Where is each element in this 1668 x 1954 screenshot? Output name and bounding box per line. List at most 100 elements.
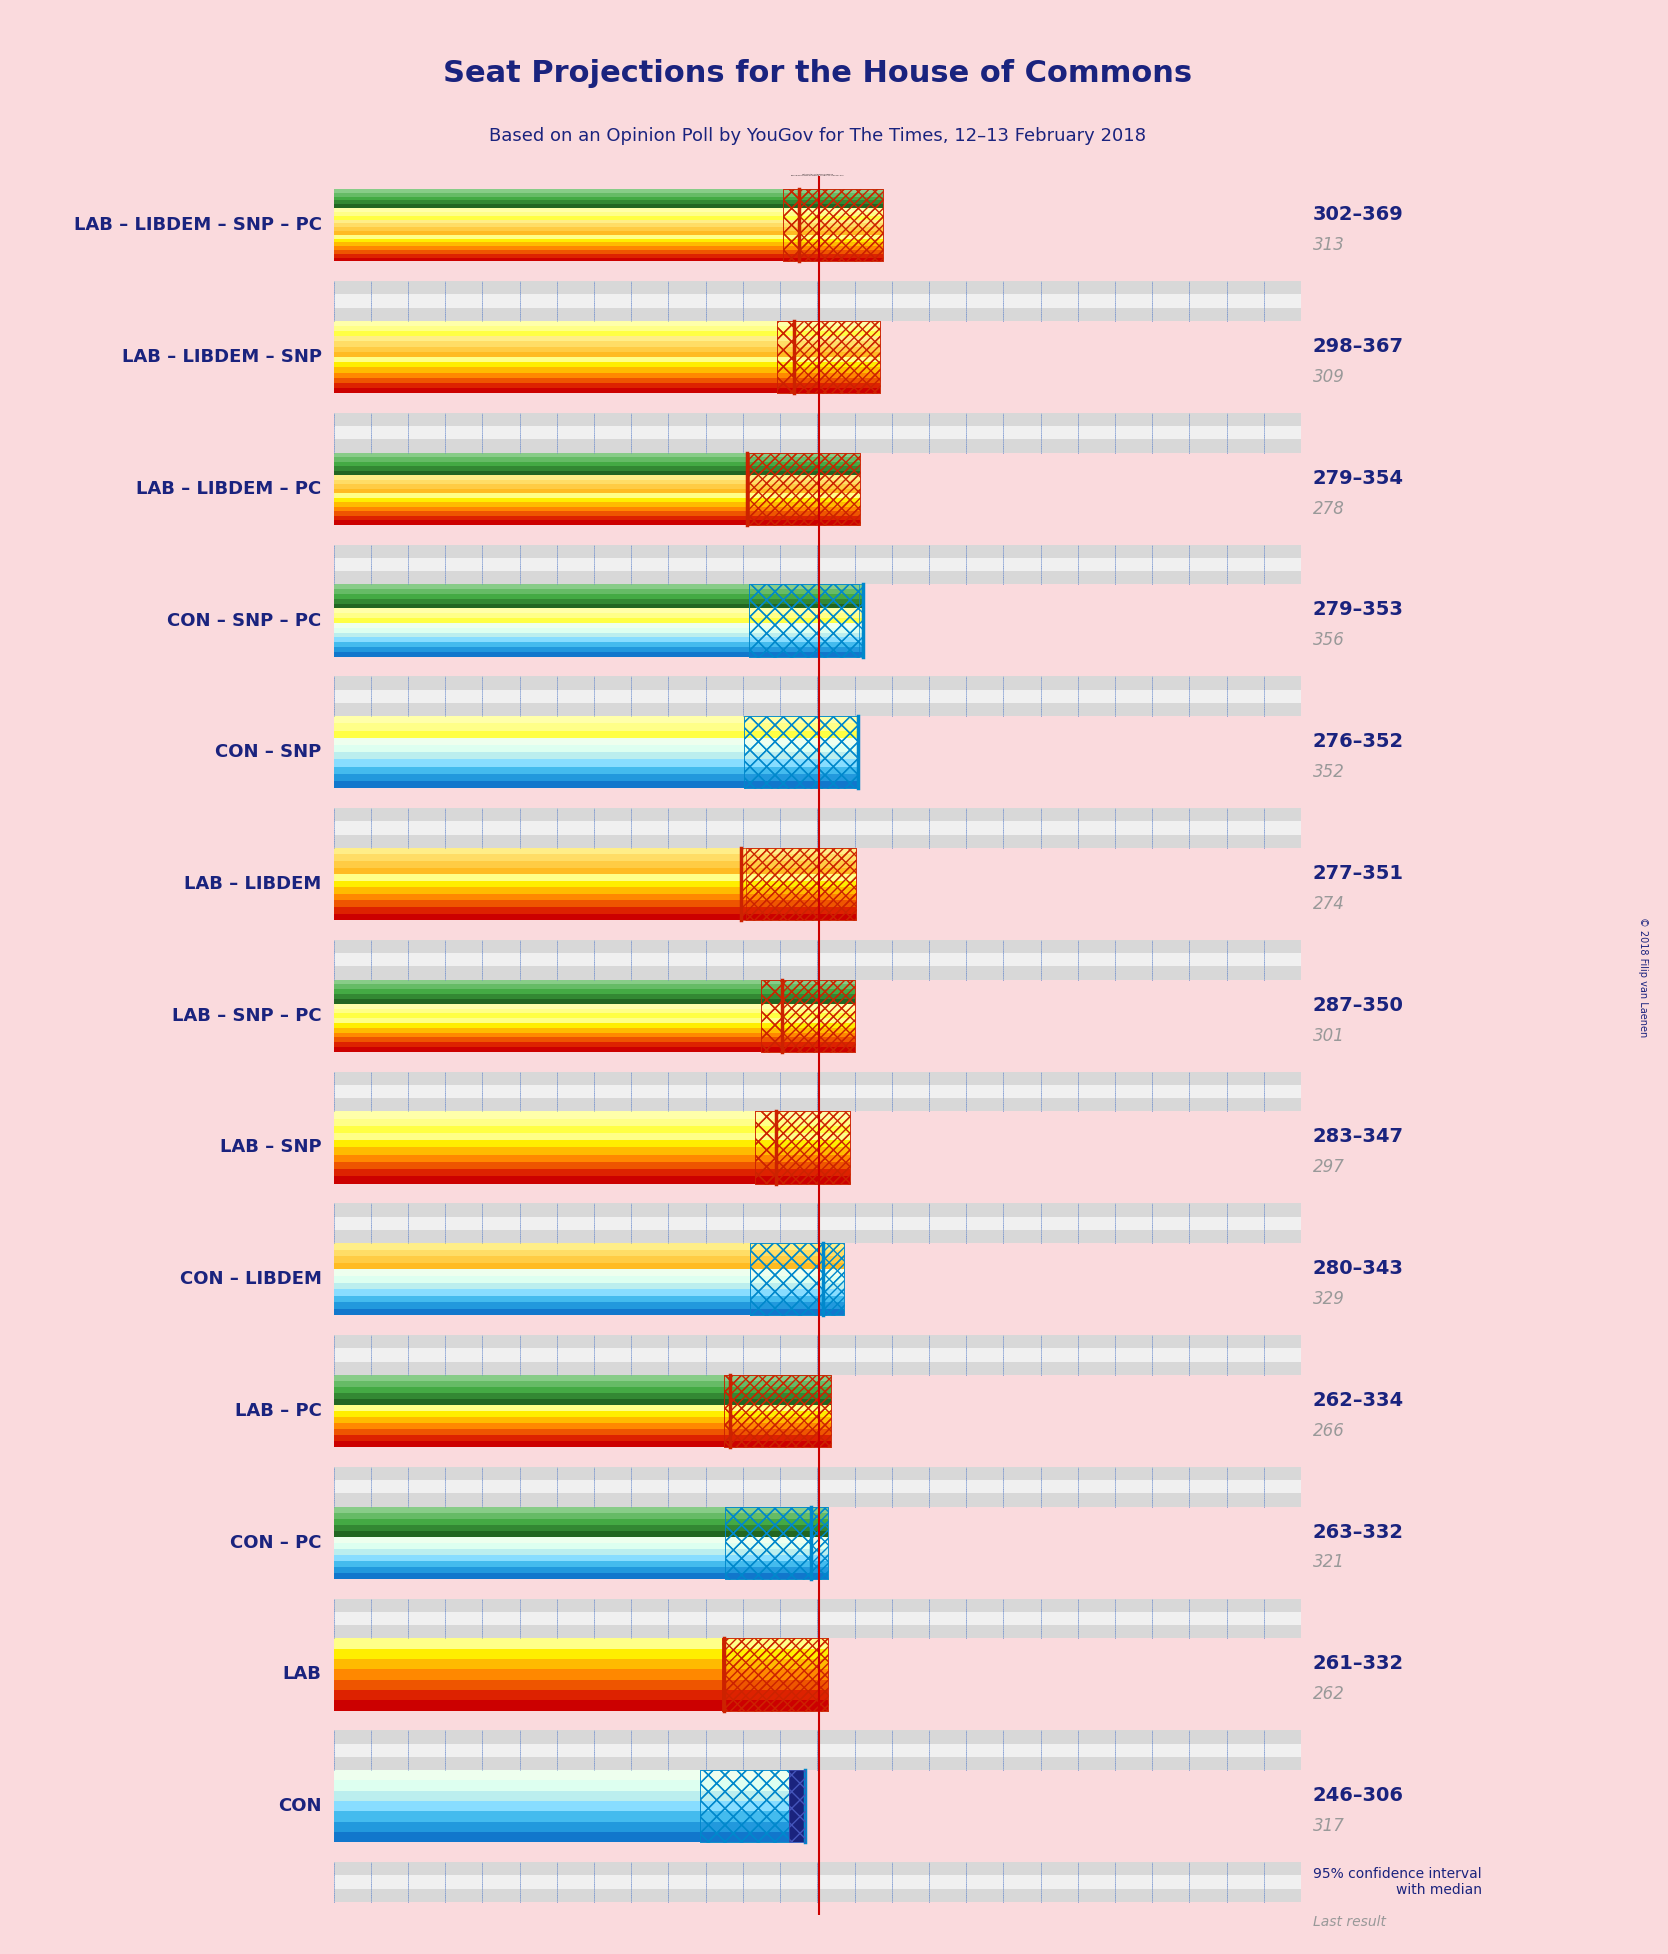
Bar	[334, 1626, 1301, 1637]
Bar	[334, 1296, 844, 1301]
Bar	[334, 1126, 851, 1133]
Text: 279–354: 279–354	[1313, 469, 1404, 488]
Bar	[334, 545, 1301, 584]
Bar	[726, 1518, 827, 1524]
Bar	[782, 227, 882, 231]
Bar	[782, 254, 799, 258]
Text: LAB – LIBDEM – SNP: LAB – LIBDEM – SNP	[122, 348, 322, 365]
Bar	[744, 739, 857, 744]
Text: 274: 274	[1313, 895, 1344, 913]
Bar	[334, 190, 882, 193]
Bar	[777, 320, 879, 393]
Bar	[749, 637, 859, 643]
Text: 356: 356	[1313, 631, 1344, 649]
Bar	[782, 250, 882, 254]
Bar	[334, 967, 1301, 979]
Bar	[701, 1833, 806, 1843]
Bar	[334, 901, 856, 907]
Bar	[334, 223, 882, 227]
Bar	[334, 336, 879, 342]
Bar	[777, 373, 879, 377]
Bar	[334, 604, 859, 608]
Bar	[761, 1004, 854, 1008]
Bar	[334, 1555, 827, 1561]
Bar	[334, 209, 882, 211]
Text: 309: 309	[1313, 367, 1344, 385]
Bar	[761, 1018, 854, 1024]
Bar	[334, 614, 859, 617]
Bar	[334, 1561, 827, 1567]
Bar	[782, 227, 799, 231]
Bar	[751, 1276, 824, 1282]
Bar	[749, 647, 864, 653]
Bar	[726, 1567, 827, 1573]
Bar	[726, 1544, 827, 1550]
Text: 95% confidence interval
with median: 95% confidence interval with median	[1313, 1866, 1481, 1897]
Bar	[751, 1309, 844, 1315]
Bar	[334, 862, 856, 868]
Bar	[761, 1028, 782, 1032]
Bar	[749, 617, 864, 623]
Bar	[761, 998, 854, 1004]
Bar	[782, 201, 799, 205]
Bar	[777, 336, 794, 342]
Bar	[749, 488, 861, 492]
Bar	[334, 766, 857, 774]
Bar	[749, 598, 859, 604]
Bar	[701, 1790, 789, 1802]
Bar	[334, 809, 1301, 848]
Bar	[726, 1518, 811, 1524]
Bar	[782, 209, 882, 211]
Bar	[761, 1028, 854, 1032]
Bar	[782, 223, 882, 227]
Bar	[756, 1163, 776, 1168]
Bar	[334, 479, 861, 485]
Bar	[334, 1821, 789, 1833]
Text: LAB – LIBDEM – PC: LAB – LIBDEM – PC	[137, 481, 322, 498]
Bar	[334, 637, 859, 643]
Bar	[334, 471, 861, 475]
Bar	[334, 1550, 827, 1555]
Bar	[334, 995, 854, 998]
Bar	[782, 190, 882, 193]
Bar	[334, 281, 1301, 295]
Text: CON: CON	[279, 1798, 322, 1815]
Bar	[334, 1204, 1301, 1217]
Bar	[334, 627, 859, 633]
Bar	[761, 989, 782, 995]
Bar	[761, 1032, 854, 1038]
Bar	[751, 1296, 844, 1301]
Text: LAB – LIBDEM – SNP – PC: LAB – LIBDEM – SNP – PC	[73, 217, 322, 234]
Bar	[334, 588, 859, 594]
Bar	[334, 361, 879, 367]
Text: 262: 262	[1313, 1684, 1344, 1704]
Text: 317: 317	[1313, 1817, 1344, 1835]
Bar	[749, 653, 864, 657]
Bar	[334, 1018, 854, 1024]
Bar	[334, 1493, 1301, 1507]
Bar	[334, 940, 1301, 954]
Bar	[334, 1147, 851, 1155]
Bar	[334, 643, 859, 647]
Bar	[749, 520, 861, 526]
Bar	[334, 367, 879, 373]
Bar	[334, 1276, 844, 1282]
Bar	[747, 453, 861, 526]
Bar	[751, 1262, 844, 1270]
Bar	[334, 346, 879, 352]
Bar	[334, 647, 859, 653]
Bar	[756, 1118, 851, 1126]
Bar	[334, 887, 856, 893]
Bar	[756, 1163, 851, 1168]
Bar	[334, 201, 882, 205]
Bar	[761, 979, 782, 1051]
Bar	[334, 352, 879, 358]
Bar	[722, 1690, 827, 1700]
Bar	[749, 461, 861, 467]
Bar	[799, 190, 882, 262]
Bar	[782, 193, 882, 197]
Bar	[777, 326, 879, 330]
Bar	[334, 1649, 827, 1659]
Text: CON – PC: CON – PC	[230, 1534, 322, 1551]
Bar	[761, 1038, 854, 1041]
